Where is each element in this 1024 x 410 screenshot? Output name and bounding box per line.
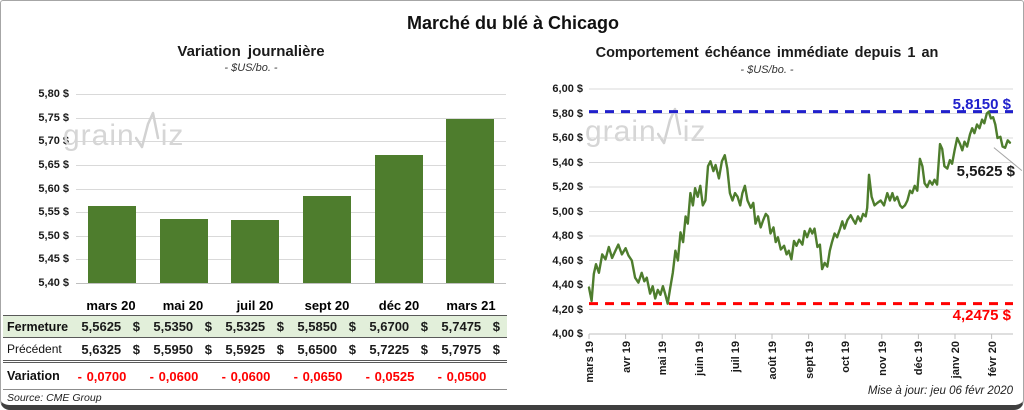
- bar-mars-20: [87, 206, 136, 283]
- x-tick-label: mai 19: [657, 341, 670, 376]
- y-tick-label: 5,55 $: [38, 206, 69, 219]
- gridline: [76, 283, 506, 284]
- gridline: [76, 235, 506, 237]
- table-cell: 5,5350 $: [153, 319, 212, 334]
- row-label: Précédent: [7, 342, 62, 356]
- table-month-header: juil 20: [236, 297, 274, 313]
- x-tick-label: juin 19: [693, 341, 706, 376]
- table-cell: - 0,0650: [293, 368, 343, 384]
- table-month-header: sept 20: [304, 297, 350, 313]
- y-tick-label: 5,45 $: [38, 253, 69, 266]
- table-cell: 5,7975 $: [441, 341, 500, 357]
- label-leader-line: [993, 147, 1023, 171]
- bar-mars-21: [446, 118, 495, 283]
- x-tick-label: mars 19: [584, 341, 596, 383]
- bar-sept-20: [302, 195, 351, 283]
- grainwiz-watermark: grain iz: [63, 111, 184, 153]
- table-cell: 5,7225 $: [369, 341, 428, 357]
- gridline: [76, 141, 506, 143]
- grainwiz-watermark: grain iz: [585, 107, 706, 149]
- table-cell: 5,5325 $: [225, 319, 284, 334]
- y-tick-label: 5,70 $: [38, 135, 69, 148]
- line-chart-subtitle: - $US/bo. -: [740, 64, 794, 76]
- y-tick-label: 5,50 $: [38, 229, 69, 242]
- row-label: Fermeture: [7, 319, 69, 334]
- grainwiz-logo-icon: [134, 111, 159, 149]
- x-tick-label: oct 19: [840, 341, 853, 373]
- table-row-précédent: Précédent 5,6325 $ 5,5950 $ 5,5925 $ 5,6500 …: [3, 338, 507, 363]
- y-tick-label: 4,20 $: [552, 303, 583, 316]
- bar-mai-20: [159, 219, 208, 283]
- line-series: [587, 110, 1012, 305]
- y-tick-label: 4,80 $: [552, 230, 583, 242]
- table-month-header: mai 20: [162, 297, 204, 313]
- line-chart-title: Comportement échéance immédiate depuis 1…: [595, 45, 939, 61]
- gridline: [76, 117, 506, 119]
- bar-déc-20: [374, 155, 423, 283]
- annotation-low-price: 4,2475 $: [952, 307, 1011, 324]
- y-tick-label: 5,80 $: [38, 88, 69, 100]
- table-month-header: déc 20: [378, 297, 420, 313]
- x-tick-label: sept 19: [803, 341, 816, 379]
- y-tick-label: 5,20 $: [552, 181, 583, 193]
- table-cell: - 0,0700: [77, 368, 127, 384]
- y-tick-label: 5,40 $: [38, 277, 69, 289]
- y-tick-label: 4,40 $: [552, 279, 583, 291]
- y-tick-label: 4,00 $: [552, 328, 583, 340]
- gridline: [76, 259, 506, 261]
- table-cell: 5,5850 $: [297, 319, 356, 334]
- source-note: Source: CME Group: [7, 392, 102, 404]
- y-tick-label: 5,80 $: [552, 107, 583, 120]
- gridline: [76, 212, 506, 214]
- table-cell: - 0,0525: [365, 368, 415, 384]
- line-chart-plot: [587, 88, 1023, 339]
- update-note: Mise à jour: jeu 06 févr 2020: [867, 385, 1013, 397]
- table-cell: 5,5950 $: [153, 341, 212, 357]
- y-tick-label: 5,00 $: [552, 205, 583, 218]
- y-tick-label: 6,00 $: [552, 83, 583, 95]
- table-month-header: mars 20: [86, 297, 136, 313]
- table-row-variation: Variation - 0,0700 - 0,0600 - 0,0600 - 0,065…: [3, 363, 507, 390]
- gridline: [76, 94, 506, 95]
- grainwiz-logo-icon: [656, 107, 681, 145]
- y-tick-label: 5,40 $: [552, 156, 583, 169]
- x-tick-label: juil 19: [730, 341, 743, 373]
- gridline: [76, 164, 506, 166]
- annotation-last-price: 5,5625 $: [956, 163, 1015, 180]
- bar-chart-subtitle: - $US/bo. -: [224, 62, 278, 74]
- bar-chart-title: Variation journalière: [177, 43, 325, 60]
- y-tick-label: 5,60 $: [552, 132, 583, 144]
- table-cell: 5,5625 $: [81, 319, 140, 334]
- table-cell: - 0,0600: [221, 368, 271, 384]
- table-body: Fermeture 5,5625 $ 5,5350 $ 5,5325 $ 5,5850 …: [3, 315, 507, 390]
- table-cell: - 0,0600: [149, 368, 199, 384]
- y-tick-label: 5,75 $: [38, 111, 69, 124]
- bar-juil-20: [231, 220, 280, 283]
- annotation-high-price: 5,8150 $: [952, 96, 1011, 113]
- page-title: Marché du blé à Chicago: [406, 13, 620, 33]
- row-label: Variation: [7, 369, 60, 383]
- table-cell: 5,6500 $: [297, 341, 356, 357]
- y-tick-label: 4,60 $: [552, 254, 583, 267]
- table-cell: 5,7475 $: [441, 319, 500, 334]
- x-tick-label: août 19: [767, 341, 779, 380]
- table-month-header: mars 21: [446, 297, 496, 313]
- y-tick-label: 5,65 $: [38, 158, 69, 171]
- gridline: [76, 188, 506, 190]
- x-tick-label: avr 19: [620, 341, 633, 373]
- table-cell: - 0,0500: [437, 368, 487, 384]
- table-cell: 5,5925 $: [225, 341, 284, 357]
- table-cell: 5,6325 $: [81, 341, 140, 357]
- table-header-row: mars 20 mai 20 juil 20 sept 20 déc 20 mars 21: [3, 295, 507, 315]
- price-table: mars 20 mai 20 juil 20 sept 20 déc 20 mars 21…: [3, 295, 507, 405]
- table-cell: 5,6700 $: [369, 319, 428, 334]
- y-tick-label: 5,60 $: [38, 182, 69, 195]
- table-row-fermeture: Fermeture 5,5625 $ 5,5350 $ 5,5325 $ 5,5850 …: [3, 315, 507, 338]
